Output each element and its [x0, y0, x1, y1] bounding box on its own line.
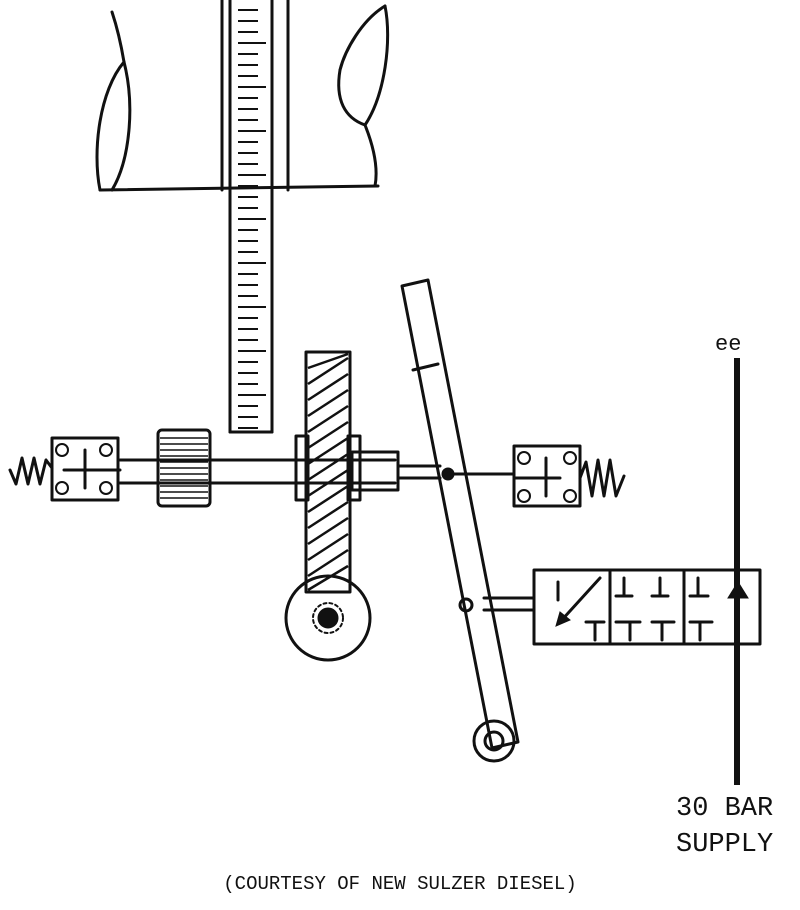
courtesy-credit: (COURTESY OF NEW SULZER DIESEL) — [223, 873, 576, 895]
control-valve — [482, 568, 762, 646]
line-ee-label: ee — [715, 332, 741, 357]
gear-hatching-stroke — [307, 372, 349, 402]
supply-label-line2: SUPPLY — [676, 830, 773, 860]
control-lever — [400, 278, 520, 763]
gear-hatching-stroke — [307, 516, 349, 546]
pinion-teeth — [160, 437, 208, 499]
gear-hatching-stroke — [307, 564, 349, 592]
gear-hatching-stroke — [307, 420, 349, 450]
gear-hatching-stroke — [307, 532, 349, 562]
gear-hatching-stroke — [307, 356, 349, 386]
gear-hatching-stroke — [307, 388, 349, 418]
gear-hatching-stroke — [307, 404, 349, 434]
fuel-rack — [220, 0, 290, 434]
gear-hatching-stroke — [307, 436, 349, 466]
gear-hatching-stroke — [307, 352, 349, 370]
gear-hatching-stroke — [307, 468, 349, 498]
rack-teeth — [238, 9, 266, 429]
gear-hatching-stroke — [307, 548, 349, 578]
gear-hatching-stroke — [307, 484, 349, 514]
gear-hatching-stroke — [307, 500, 349, 530]
hatched-gear — [294, 350, 362, 594]
gear-hatching — [307, 352, 349, 592]
cylinder-section — [95, 4, 390, 192]
gear-hatching-stroke — [307, 452, 349, 482]
cam-wheel — [284, 574, 372, 662]
supply-label-line1: 30 BAR — [676, 794, 773, 824]
left-spring-damper — [8, 436, 122, 502]
pinion-shaft — [118, 428, 442, 508]
right-spring-damper — [446, 444, 626, 508]
